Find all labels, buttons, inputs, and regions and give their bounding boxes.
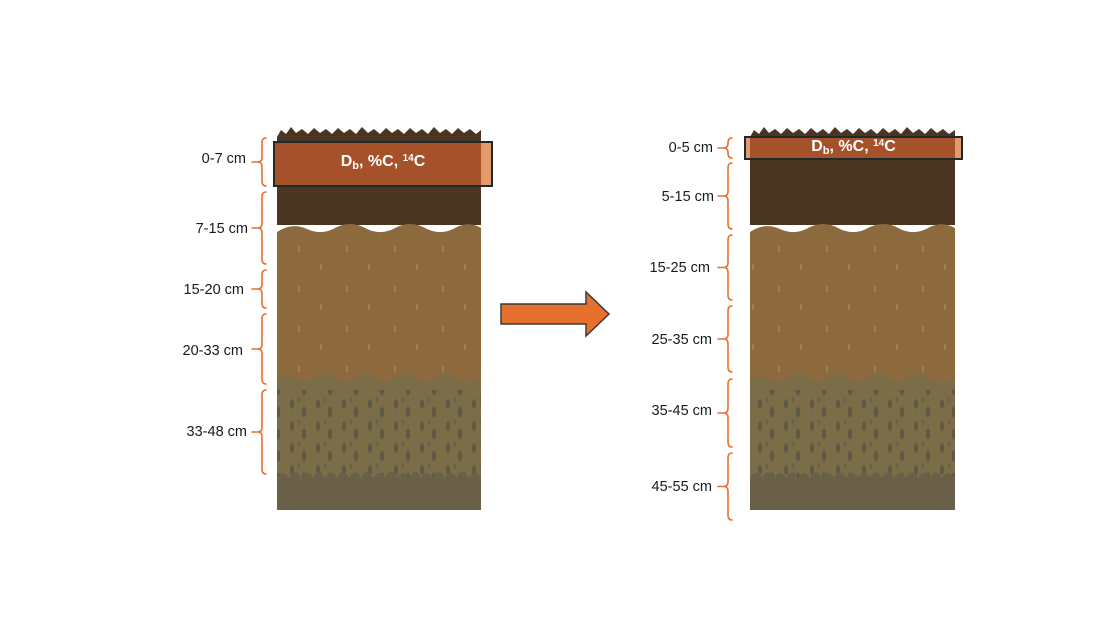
right-bracket-5 [723, 452, 733, 521]
right-bracket-1 [723, 162, 733, 230]
right-base-rock [750, 472, 955, 510]
right-depth-label-5: 45-55 cm [651, 479, 712, 495]
right-sampled-band-outline [744, 136, 963, 160]
right-bracket-0 [723, 137, 733, 159]
right-depth-label-3: 25-35 cm [651, 332, 712, 348]
right-sample-label: Db, %C, 14C [811, 138, 896, 157]
left-bracket-0 [257, 137, 267, 187]
right-bracket-4 [723, 378, 733, 448]
right-depth-brackets [717, 137, 733, 521]
left-depth-label-3: 20-33 cm [182, 343, 243, 359]
right-bracket-2 [723, 234, 733, 301]
right-sampled-band-edge-left [745, 137, 750, 159]
left-base-rock [277, 472, 481, 510]
left-depth-brackets [251, 137, 267, 475]
left-subsoil-specks [277, 232, 481, 382]
right-arrow-icon [500, 290, 611, 338]
right-subsoil-specks [750, 232, 955, 382]
left-depth-label-4: 33-48 cm [186, 424, 247, 440]
left-depth-label-2: 15-20 cm [183, 282, 244, 298]
right-depth-label-1: 5-15 cm [661, 189, 714, 205]
right-bracket-3 [723, 305, 733, 373]
left-depth-label-1: 7-15 cm [195, 221, 248, 237]
left-soil-profile [273, 127, 493, 510]
right-soil-profile [744, 127, 963, 510]
left-bracket-2 [257, 269, 267, 309]
right-depth-label-0: 0-5 cm [668, 140, 713, 156]
right-depth-label-4: 35-45 cm [651, 403, 712, 419]
right-sampled-band-edge [955, 137, 962, 159]
right-depth-label-2: 15-25 cm [649, 260, 710, 276]
left-bracket-1 [257, 191, 267, 265]
right-sampled-band [745, 137, 962, 159]
left-sample-label: Db, %C, 14C [340, 153, 426, 172]
left-sampled-band-outline [273, 141, 493, 187]
left-depth-label-0: 0-7 cm [201, 151, 246, 167]
left-bracket-4 [257, 389, 267, 475]
left-bracket-3 [257, 313, 267, 385]
left-sampled-band-edge [481, 142, 492, 186]
left-sampled-band [274, 142, 492, 186]
